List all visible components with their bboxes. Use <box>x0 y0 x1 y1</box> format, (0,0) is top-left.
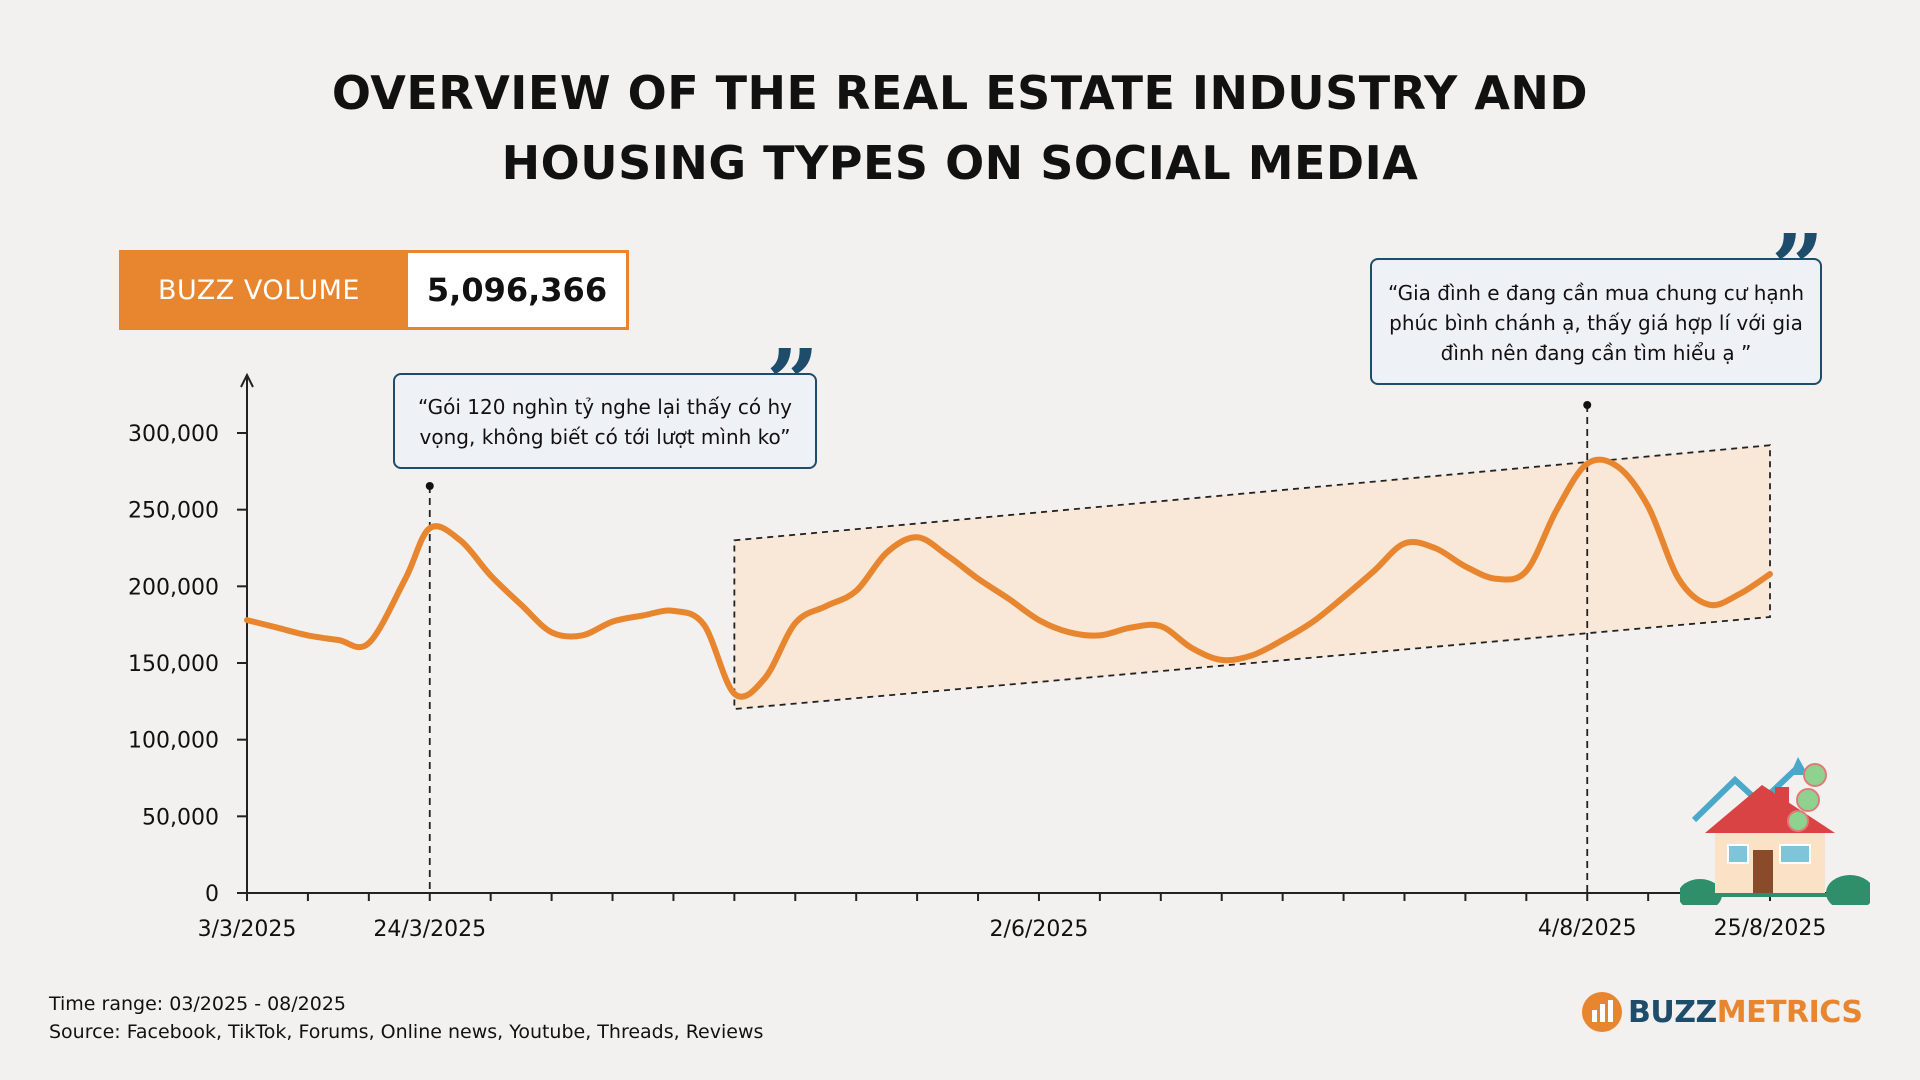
logo-bars-icon <box>1582 992 1622 1032</box>
x-tick-label: 25/8/2025 <box>1714 916 1827 941</box>
trend-band <box>733 444 1771 710</box>
buzz-volume-value: 5,096,366 <box>426 271 608 309</box>
y-tick-label: 0 <box>205 882 219 907</box>
x-tick-label: 3/3/2025 <box>198 917 297 942</box>
buzz-volume-box: BUZZ VOLUME 5,096,366 <box>119 250 629 330</box>
x-tick-label: 2/6/2025 <box>990 917 1089 942</box>
footer: Time range: 03/2025 - 08/2025 Source: Fa… <box>49 990 763 1046</box>
buzz-volume-label: BUZZ VOLUME <box>122 253 408 327</box>
page-title: OVERVIEW OF THE REAL ESTATE INDUSTRY AND… <box>0 58 1920 198</box>
y-tick-label: 150,000 <box>128 652 219 677</box>
y-axis-arrow <box>240 372 254 388</box>
title-line-2: HOUSING TYPES ON SOCIAL MEDIA <box>501 136 1419 190</box>
buzz-volume-line <box>244 456 1773 700</box>
x-tick-label: 4/8/2025 <box>1538 916 1637 941</box>
logo-metrics-text: METRICS <box>1716 994 1863 1030</box>
quote-box-2: ” “Gia đình e đang cần mua chung cư hạnh… <box>1370 222 1824 385</box>
x-tick-label: 24/3/2025 <box>373 917 486 942</box>
quote-text-1: “Gói 120 nghìn tỷ nghe lại thấy có hy vọ… <box>417 395 792 449</box>
y-tick-label: 250,000 <box>128 499 219 524</box>
time-range-text: Time range: 03/2025 - 08/2025 <box>49 993 347 1015</box>
y-tick-label: 100,000 <box>128 729 219 754</box>
buzzmetrics-logo: BUZZMETRICS <box>1580 990 1863 1034</box>
y-tick-label: 50,000 <box>142 805 219 830</box>
quote-text-2: “Gia đình e đang cần mua chung cư hạnh p… <box>1387 281 1805 365</box>
marker-dot <box>1583 401 1592 409</box>
house-illustration-icon <box>1680 757 1870 905</box>
quote-box-1: ” “Gói 120 nghìn tỷ nghe lại thấy có hy … <box>393 337 819 469</box>
logo-buzz-text: BUZZ <box>1628 994 1717 1030</box>
title-line-1: OVERVIEW OF THE REAL ESTATE INDUSTRY AND <box>331 66 1589 120</box>
quote-mark-icon: ” <box>1771 214 1824 322</box>
source-text: Source: Facebook, TikTok, Forums, Online… <box>49 1021 764 1043</box>
quote-mark-icon: ” <box>766 329 819 437</box>
marker-dot <box>425 482 434 490</box>
y-tick-label: 200,000 <box>128 575 219 600</box>
y-tick-label: 300,000 <box>128 422 219 447</box>
